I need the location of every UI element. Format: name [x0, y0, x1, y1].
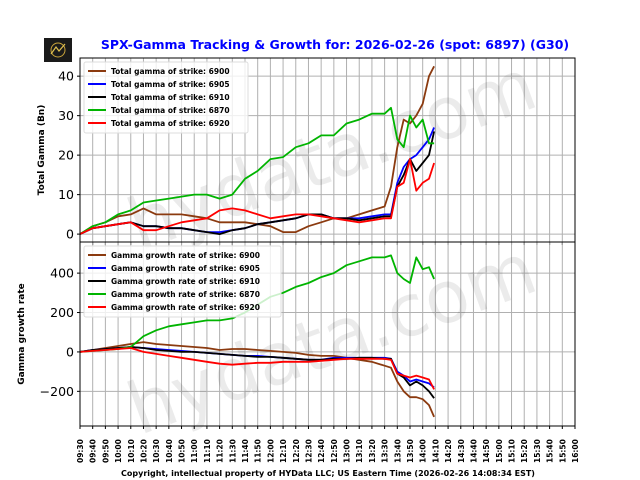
x-tick-label: 15:10	[508, 439, 517, 463]
series-line-6910	[79, 346, 435, 399]
series-line-6900	[79, 65, 435, 235]
legend-label-6900: Total gamma of strike: 6900	[111, 67, 230, 76]
x-tick-label: 14:50	[482, 439, 491, 463]
x-tick-label: 10:10	[127, 439, 136, 463]
y-axis-label: Total Gamma (Bn)	[37, 105, 47, 196]
y-tick-label: 200	[50, 305, 74, 320]
x-tick-label: 10:50	[178, 439, 187, 463]
x-tick-label: 15:00	[495, 439, 504, 463]
x-tick-label: 09:30	[76, 439, 85, 463]
chart-title: SPX-Gamma Tracking & Growth for: 2026-02…	[101, 37, 569, 52]
x-tick-label: 09:40	[89, 439, 98, 463]
x-tick-label: 12:10	[279, 439, 288, 463]
legend-label-6870: Total gamma of strike: 6870	[111, 106, 230, 115]
x-tick-label: 11:10	[203, 439, 212, 463]
y-tick-label: 0	[66, 344, 74, 359]
y-tick-label: −200	[40, 384, 74, 399]
x-tick-label: 14:40	[469, 439, 478, 463]
x-tick-label: 11:40	[241, 439, 250, 463]
x-tick-label: 12:20	[292, 439, 301, 463]
series-line-6870	[79, 254, 435, 353]
series-line-6920	[79, 347, 435, 390]
x-tick-label: 10:40	[165, 439, 174, 463]
series-line-6900	[79, 341, 435, 418]
y-tick-label: 400	[50, 266, 74, 281]
legend-box	[83, 61, 249, 134]
x-tick-label: 13:20	[368, 439, 377, 463]
x-tick-label: 15:30	[533, 439, 542, 463]
y-tick-label: 20	[58, 148, 74, 163]
y-tick-label: 10	[58, 187, 74, 202]
x-tick-label: 14:00	[419, 439, 428, 463]
x-tick-label: 15:50	[558, 439, 567, 463]
y-tick-label: 40	[58, 69, 74, 84]
plot-frame	[79, 241, 576, 427]
series-line-6910	[79, 131, 435, 236]
y-axis-label: Gamma growth rate	[17, 283, 27, 385]
x-tick-label: 14:10	[431, 439, 440, 463]
legend-label-6920: Total gamma of strike: 6920	[111, 119, 230, 128]
x-tick-label: 15:40	[546, 439, 555, 463]
legend-label-6870: Gamma growth rate of strike: 6870	[111, 290, 260, 299]
x-tick-label: 12:00	[266, 439, 275, 463]
x-tick-label: 14:30	[457, 439, 466, 463]
legend-label-6905: Total gamma of strike: 6905	[111, 80, 230, 89]
x-tick-label: 11:00	[190, 439, 199, 463]
legend-label-6920: Gamma growth rate of strike: 6920	[111, 303, 260, 312]
logo	[44, 38, 72, 62]
x-tick-label: 11:30	[228, 439, 237, 463]
x-tick-label: 12:30	[304, 439, 313, 463]
x-tick-label: 13:50	[406, 439, 415, 463]
legend-label-6910: Gamma growth rate of strike: 6910	[111, 277, 260, 286]
footer-copyright: Copyright, intellectual property of HYDa…	[121, 469, 535, 478]
x-tick-label: 12:50	[330, 439, 339, 463]
legend-label-6905: Gamma growth rate of strike: 6905	[111, 264, 260, 273]
y-tick-label: 0	[66, 227, 74, 242]
x-tick-label: 13:30	[381, 439, 390, 463]
legend-label-6900: Gamma growth rate of strike: 6900	[111, 251, 260, 260]
x-tick-label: 13:40	[393, 439, 402, 463]
x-tick-label: 14:20	[444, 439, 453, 463]
y-tick-label: 30	[58, 108, 74, 123]
x-tick-label: 10:30	[152, 439, 161, 463]
series-line-6870	[79, 106, 435, 235]
x-tick-label: 13:00	[343, 439, 352, 463]
legend-label-6910: Total gamma of strike: 6910	[111, 93, 230, 102]
x-tick-label: 12:40	[317, 439, 326, 463]
x-tick-label: 10:20	[139, 439, 148, 463]
legend: Gamma growth rate of strike: 6900 Gamma g…	[83, 245, 282, 318]
x-tick-label: 13:10	[355, 439, 364, 463]
x-tick-label: 16:00	[571, 439, 580, 463]
legend-box	[83, 245, 282, 318]
legend: Total gamma of strike: 6900 Total gamma o…	[83, 61, 249, 134]
x-tick-label: 11:20	[216, 439, 225, 463]
x-tick-label: 09:50	[101, 439, 110, 463]
series-line-6920	[79, 158, 435, 235]
x-tick-label: 15:20	[520, 439, 529, 463]
x-tick-label: 10:00	[114, 439, 123, 463]
x-tick-label: 11:50	[254, 439, 263, 463]
